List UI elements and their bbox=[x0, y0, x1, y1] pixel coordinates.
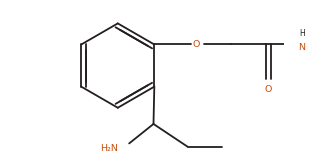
Text: H₂N: H₂N bbox=[100, 144, 118, 153]
Text: H: H bbox=[299, 29, 305, 38]
Text: O: O bbox=[265, 85, 272, 94]
Text: O: O bbox=[193, 40, 200, 49]
Text: N: N bbox=[298, 43, 305, 52]
